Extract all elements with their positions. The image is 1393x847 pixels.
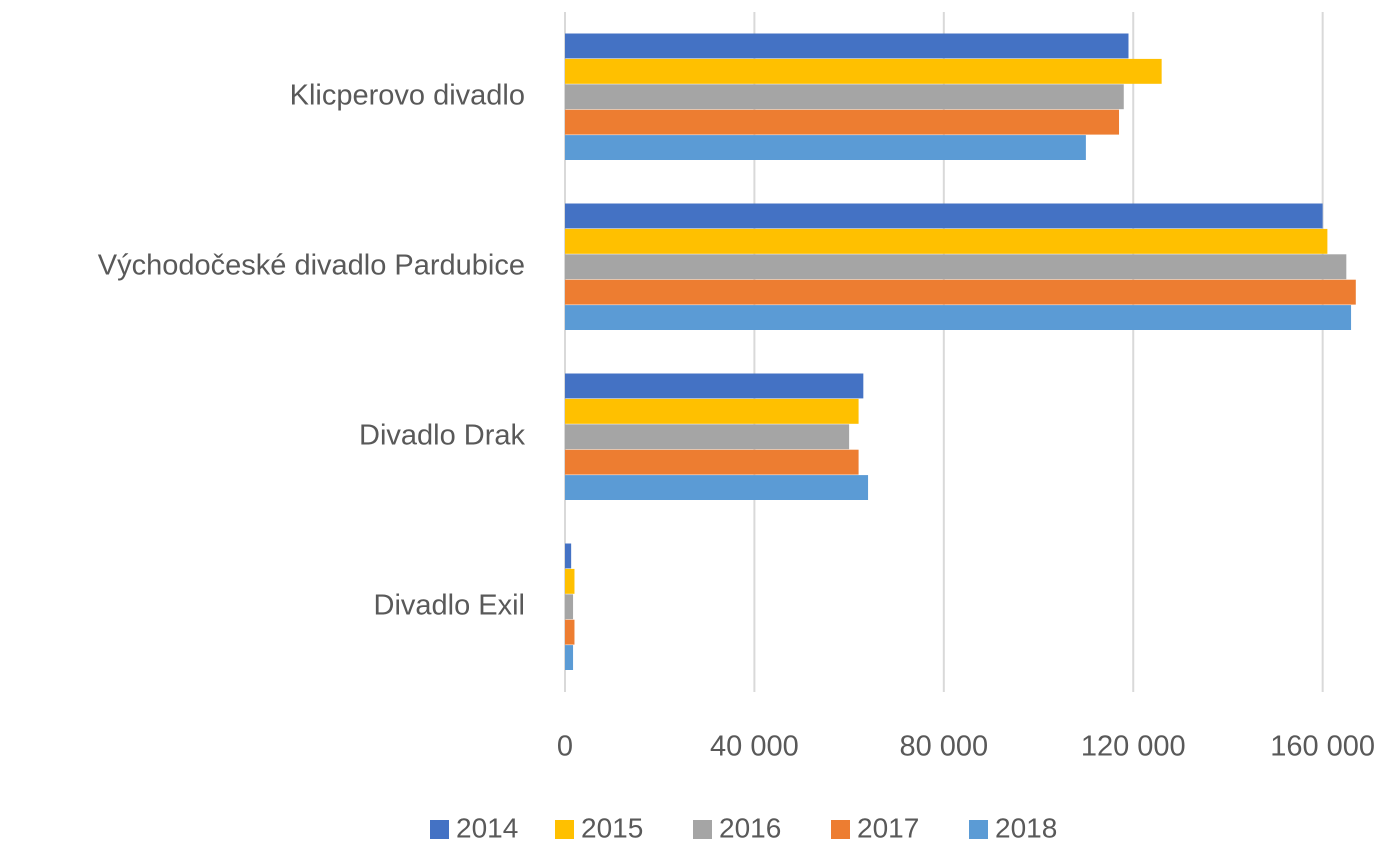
bar: [565, 475, 869, 500]
category-label: Divadlo Drak: [359, 420, 525, 452]
legend-label: 2015: [581, 812, 643, 843]
bar: [565, 568, 575, 594]
bar: [565, 203, 1323, 229]
bar: [565, 594, 574, 620]
legend-swatch: [430, 820, 449, 839]
bar: [565, 58, 1162, 84]
bar: [565, 33, 1129, 59]
legend-label: 2018: [995, 812, 1057, 843]
legend-swatch: [693, 820, 712, 839]
legend-label: 2016: [719, 812, 781, 843]
x-tick-label: 80 000: [899, 731, 988, 763]
bar: [565, 254, 1347, 280]
bar: [565, 543, 572, 569]
legend-swatch: [831, 820, 850, 839]
bar: [565, 84, 1124, 110]
category-label: Divadlo Exil: [374, 590, 526, 622]
category-label: Východočeské divadlo Pardubice: [98, 250, 525, 282]
bar: [565, 449, 859, 475]
legend-swatch: [969, 820, 988, 839]
category-label: Klicperovo divadlo: [290, 80, 525, 112]
bar: [565, 228, 1328, 254]
x-tick-label: 40 000: [710, 731, 799, 763]
bar: [565, 398, 859, 424]
bar: [565, 279, 1356, 305]
x-tick-label: 0: [557, 731, 573, 763]
bar: [565, 373, 864, 399]
bar: [565, 424, 850, 450]
legend-swatch: [555, 820, 574, 839]
x-tick-label: 160 000: [1270, 731, 1375, 763]
bar: [565, 619, 575, 645]
legend-label: 2014: [456, 812, 518, 843]
legend-label: 2017: [857, 812, 919, 843]
x-tick-label: 120 000: [1081, 731, 1186, 763]
bar: [565, 109, 1120, 135]
bar: [565, 305, 1352, 330]
bar: [565, 645, 574, 670]
bar: [565, 135, 1086, 160]
